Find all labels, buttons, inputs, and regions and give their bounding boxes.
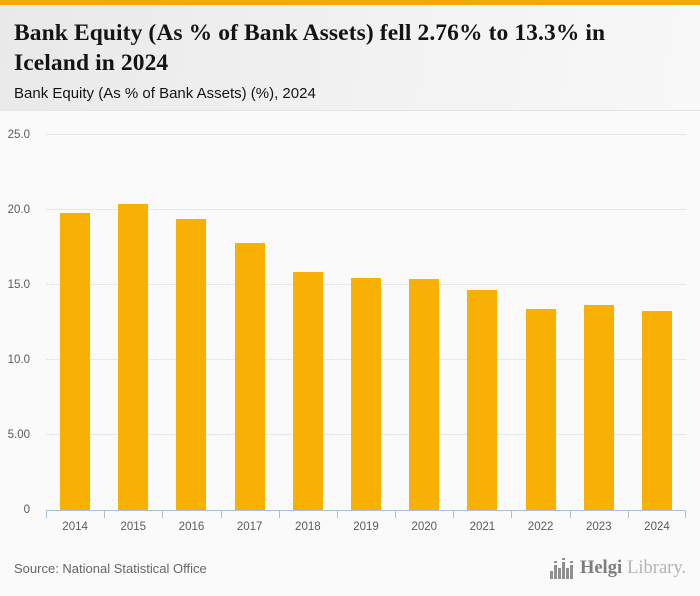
x-axis-label-2021: 2021 <box>469 521 496 533</box>
x-axis-label-2014: 2014 <box>62 521 88 533</box>
source-note: Source: National Statistical Office <box>14 561 207 576</box>
x-axis-label-2018: 2018 <box>295 521 321 533</box>
bar-chart-logo-icon <box>549 557 573 579</box>
x-axis-tick <box>336 510 338 518</box>
bar-slot-2020 <box>395 135 453 510</box>
x-axis-tick <box>46 510 47 518</box>
accent-top-bar <box>0 0 700 5</box>
bar-slot-2024 <box>628 135 686 510</box>
x-axis-label-2017: 2017 <box>236 521 263 533</box>
plot-area: 25.0 20.0 15.0 10.0 5.00 0 <box>8 129 686 518</box>
bar-2020[interactable] <box>409 279 440 510</box>
page-title: Bank Equity (As % of Bank Assets) fell 2… <box>14 20 606 76</box>
bar-2014[interactable] <box>60 213 91 510</box>
bars-row <box>46 135 686 510</box>
x-axis-tick <box>511 510 513 518</box>
y-axis-label: 10.0 <box>7 353 30 366</box>
x-axis-tick <box>453 510 455 518</box>
bar-slot-2021 <box>453 135 511 510</box>
x-axis-tick <box>220 510 222 518</box>
chart-footer: Source: National Statistical Office Helg… <box>0 545 700 596</box>
bar-slot-2023 <box>570 135 628 510</box>
bar-2015[interactable] <box>118 204 149 510</box>
bar-2021[interactable] <box>467 289 498 510</box>
y-axis-label: 15.0 <box>7 278 30 291</box>
x-axis-label-2020: 2020 <box>411 521 438 533</box>
x-axis-tick <box>569 510 571 518</box>
gridline-20.0 <box>46 209 686 210</box>
y-axis-label: 0 <box>23 503 30 516</box>
bar-slot-2018 <box>279 135 337 510</box>
chart-header: Bank Equity (As % of Bank Assets) fell 2… <box>0 5 700 111</box>
logo-text-primary: Helgi <box>579 558 623 578</box>
bar-2017[interactable] <box>234 243 265 510</box>
x-axis-tick <box>395 510 397 518</box>
x-axis-tick <box>627 510 629 518</box>
bar-slot-2022 <box>512 135 570 510</box>
x-axis-label-2023: 2023 <box>585 521 612 533</box>
bar-2023[interactable] <box>583 304 614 510</box>
bar-2018[interactable] <box>292 271 323 510</box>
bar-slot-2015 <box>104 135 162 510</box>
bar-slot-2019 <box>337 135 395 510</box>
chart-subtitle: Bank Equity (As % of Bank Assets) (%), 2… <box>14 85 316 102</box>
x-axis: 2014 2015 2016 2017 2018 2019 2020 2021 2022 2023… <box>46 511 686 533</box>
x-axis-label-2015: 2015 <box>120 521 147 533</box>
x-axis-label-2022: 2022 <box>527 521 554 533</box>
x-axis-label-2016: 2016 <box>178 521 205 533</box>
bar-2016[interactable] <box>176 219 207 510</box>
gridline-25.0 <box>46 134 686 135</box>
bar-slot-2016 <box>162 135 220 510</box>
bar-2022[interactable] <box>525 309 556 510</box>
helgi-library-logo: Helgi Library. <box>549 557 686 581</box>
x-axis-tick <box>162 510 164 518</box>
x-axis-tick <box>685 510 686 518</box>
y-axis-label: 25.0 <box>7 128 30 141</box>
bar-slot-2014 <box>46 135 104 510</box>
chart-container: 25.0 20.0 15.0 10.0 5.00 0 2014 2015 2016 2017 20… <box>0 111 700 545</box>
x-axis-label-2019: 2019 <box>353 521 379 533</box>
bar-2019[interactable] <box>351 277 382 510</box>
y-axis-label: 5.00 <box>7 428 30 441</box>
bar-slot-2017 <box>221 135 279 510</box>
x-axis-tick <box>278 510 280 518</box>
x-axis-tick <box>104 510 106 518</box>
bar-2024[interactable] <box>641 310 672 510</box>
y-axis-label: 20.0 <box>7 203 30 216</box>
logo-text-secondary: Library. <box>627 558 686 578</box>
x-axis-label-2024: 2024 <box>644 521 670 533</box>
